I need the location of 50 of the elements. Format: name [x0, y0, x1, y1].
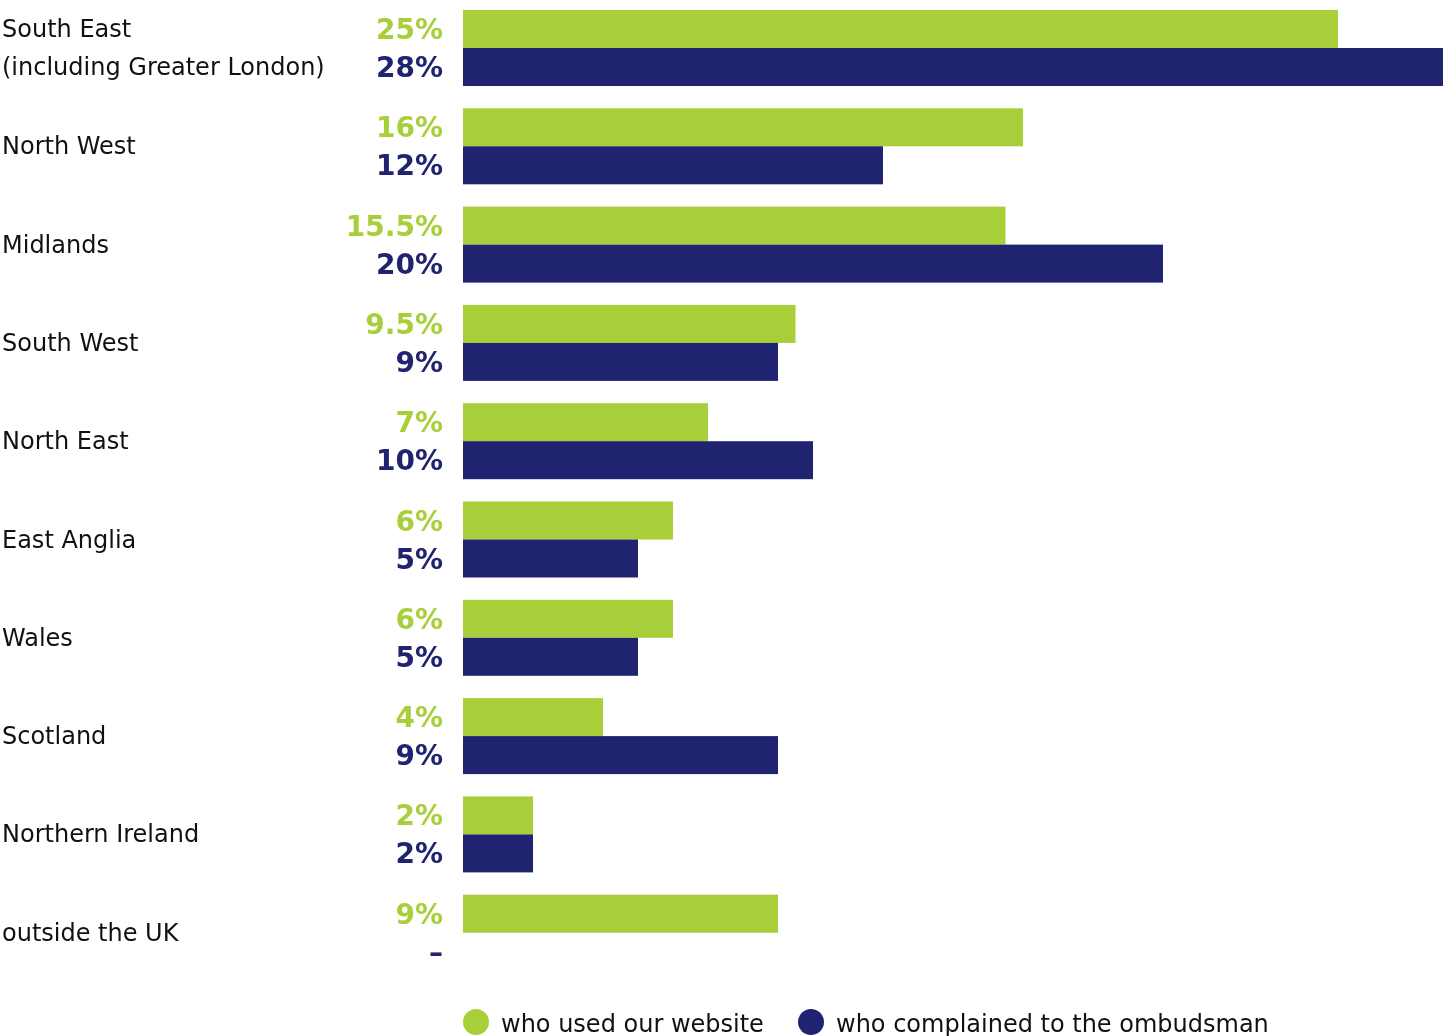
data-label: 9.5% — [365, 307, 443, 341]
data-label: 6% — [395, 602, 443, 636]
data-label: 20% — [375, 247, 443, 281]
bar — [463, 403, 708, 442]
data-label: 2% — [395, 799, 443, 833]
data-label: 16% — [375, 111, 443, 145]
bar — [463, 894, 778, 933]
y-tick-label: East Anglia — [2, 525, 137, 554]
data-label: 4% — [395, 701, 443, 735]
y-tick-label: Scotland — [2, 722, 107, 751]
data-label: 5% — [395, 640, 443, 674]
data-label: 28% — [375, 51, 443, 84]
data-label: 15.5% — [345, 209, 443, 243]
y-tick-label: South East (including Greater London) — [2, 15, 325, 81]
y-tick-label: South West — [2, 328, 139, 357]
bar — [463, 206, 1006, 245]
y-tick-label: Northern Ireland — [2, 820, 200, 849]
y-tick-label: North East — [2, 427, 129, 456]
bar — [463, 539, 638, 578]
data-label: 9% — [395, 897, 443, 931]
bar — [463, 146, 883, 185]
legend-label: who used our website — [501, 1010, 764, 1036]
data-label: 9% — [395, 345, 443, 379]
y-tick-label: outside the UK — [2, 918, 180, 947]
y-tick-label: Wales — [2, 623, 73, 652]
bar — [463, 244, 1163, 283]
data-label: 2% — [395, 837, 443, 871]
bar — [463, 834, 533, 873]
text: – — [429, 935, 443, 969]
bar — [463, 441, 813, 480]
bar — [463, 304, 796, 343]
bar — [463, 637, 638, 676]
bar — [463, 599, 673, 638]
data-label: 25% — [375, 13, 443, 46]
data-label: 7% — [395, 406, 443, 440]
data-label: 9% — [395, 739, 443, 773]
data-label: 12% — [375, 149, 443, 183]
bar — [463, 48, 1443, 86]
bar — [463, 698, 603, 737]
data-label: 10% — [375, 444, 443, 478]
data-label: 5% — [395, 542, 443, 576]
data-label: 6% — [395, 504, 443, 538]
bar — [463, 501, 673, 540]
bar — [463, 796, 533, 835]
y-tick-label: Midlands — [2, 230, 109, 259]
y-tick-label: North West — [2, 132, 136, 161]
bar — [463, 736, 778, 775]
bar — [463, 342, 778, 381]
bar — [463, 10, 1338, 48]
bar — [463, 108, 1023, 147]
